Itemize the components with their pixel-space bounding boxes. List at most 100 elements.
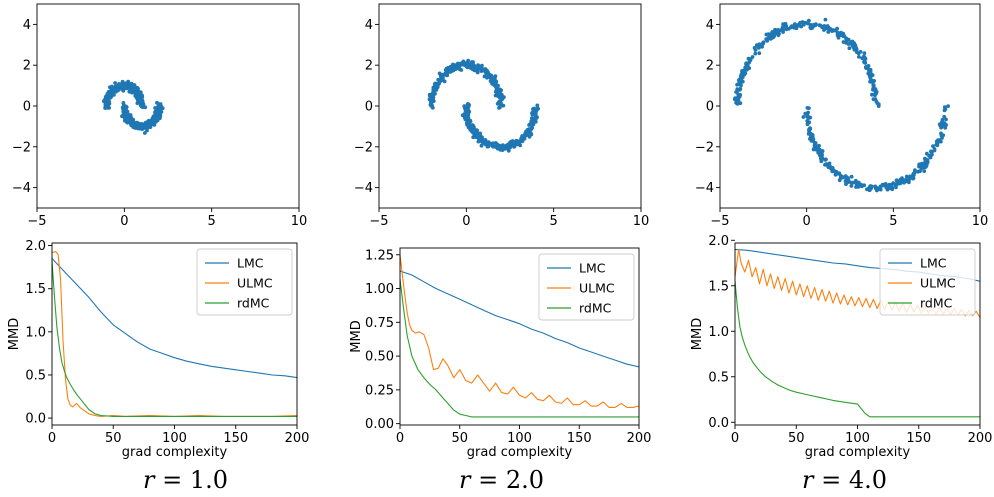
r2-scatter-point [530,125,535,130]
r4-mmd-legend [879,248,976,316]
r2-scatter-point [500,96,505,101]
r4-scatter-point [832,169,836,173]
r4-scatter-point [896,180,901,185]
r2-scatter-point [490,77,495,82]
r2-scatter-point [509,140,513,144]
r2-scatter-point [468,127,473,132]
r4-scatter-point [739,75,743,80]
r1-mmd-xtick-label: 200 [285,431,310,446]
r1-mmd-xlabel: grad complexity [122,445,228,460]
r2-scatter-point [523,131,528,136]
r2-scatter-point [479,143,484,148]
r4-scatter-point [744,62,748,66]
r4-scatter-point [900,176,904,181]
r2-scatter-point [438,72,443,77]
r2-scatter-point [480,63,484,68]
r2-scatter-point [473,132,478,137]
r4-scatter-point [943,107,948,111]
r4-scatter-point [811,137,816,142]
r1-scatter-point [143,123,148,128]
r1-scatter-xtick-label: 5 [208,214,216,229]
r4-scatter-point [739,72,744,77]
r4-scatter-point [732,97,737,102]
r2-mmd-xtick-label: 100 [507,431,532,446]
r1-scatter-point [135,121,139,126]
r2-scatter-point [470,67,475,71]
r4-scatter-point [809,26,813,31]
r4-scatter-point [946,104,950,108]
r1-mmd-xtick-label: 150 [223,431,248,446]
r4-scatter-point [903,178,908,182]
r4-scatter-point [769,36,774,40]
r4-scatter-point [868,67,873,72]
r1-scatter-point [129,116,134,121]
r2-scatter-point [493,89,498,94]
r2-mmd-line-ulmc [400,254,639,408]
r1-mmd-ytick-label: 2.0 [25,239,46,254]
r4-mmd-ytick-label: 0.5 [708,370,729,385]
r4-scatter-point [801,115,806,119]
r4-scatter-point [934,142,939,147]
r1-scatter-xtick-label: 0 [120,214,128,229]
r4-scatter-point [738,86,743,91]
r2-scatter-point [431,90,435,95]
r4-scatter-point [938,123,942,128]
r1-scatter-point [152,119,157,124]
r4-scatter-point [854,50,859,54]
r4-scatter-point [929,149,933,154]
r2-scatter-point [471,125,476,130]
r2-scatter-point [493,74,498,78]
r4-scatter-point [806,115,810,120]
r1-scatter-point [146,118,151,123]
r1-scatter-xtick-label: −5 [27,214,46,229]
r4-scatter-point [805,119,810,123]
r1-mmd-xtick-label: 50 [105,431,122,446]
r1-scatter-point [133,126,138,130]
r1-mmd-line-ulmc [52,251,297,417]
r1-mmd-ytick-label: 0.0 [25,412,46,427]
r4-scatter-point [784,27,789,32]
r4-mmd-xtick-label: 150 [906,431,931,446]
r4-scatter-xtick-label: −5 [710,214,729,229]
r2-scatter-point [480,68,484,73]
caption-r4: r = 4.0 [802,466,887,494]
r4-scatter-xtick-label: 5 [889,214,897,229]
r2-scatter-ytick-label: −4 [354,181,373,196]
r4-scatter-point [805,122,810,126]
r2-scatter-point [492,81,497,85]
r4-scatter-point [924,164,928,169]
r2-scatter-point [516,141,521,146]
r4-scatter-point [753,51,758,56]
r4-scatter-point [840,175,844,179]
r1-mmd-lines [52,251,297,417]
r4-scatter-point [736,92,741,97]
r4-scatter-point [790,24,794,28]
r4-scatter-point [913,170,917,175]
r4-scatter-point [813,23,818,27]
r4-scatter-point [808,137,812,141]
r1-scatter-point [148,121,153,126]
r2-scatter-point [431,86,436,91]
r4-scatter-point [766,36,771,40]
r2-scatter-point [431,99,436,103]
r4-scatter-point [764,32,769,37]
r1-scatter-point [119,82,124,86]
r2-scatter-ytick-label: 0 [365,100,373,115]
r2-scatter-point [497,106,501,110]
r1-mmd-legend [196,248,293,316]
caption-r4-value: = 4.0 [813,466,888,494]
r4-scatter-point [931,144,935,149]
r2-scatter-point [427,97,432,102]
r4-scatter-point [833,172,838,177]
r2-scatter-point [464,64,469,68]
r4-scatter-ytick-label: −4 [695,181,714,196]
r2-mmd-legend [538,253,635,321]
r4-scatter-point [794,26,799,30]
r2-scatter-point [491,141,496,146]
r1-scatter-point [128,113,133,117]
r4-scatter-point [942,121,947,126]
r1-scatter-point [124,112,129,116]
r4-scatter-point [837,171,842,176]
r4-scatter-point [862,59,867,64]
